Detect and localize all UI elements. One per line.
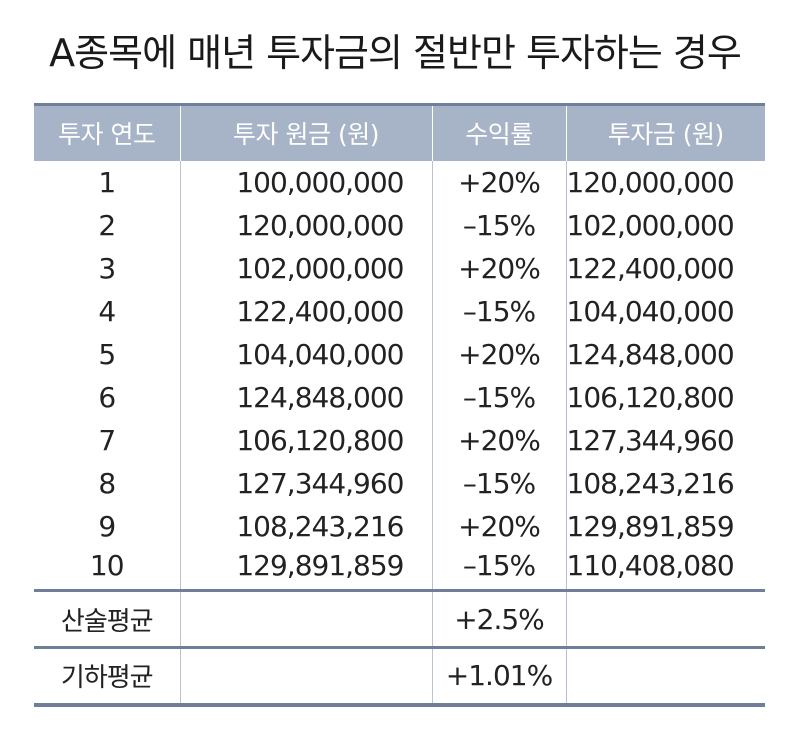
cell-year: 4 bbox=[98, 294, 116, 328]
cell-year: 7 bbox=[98, 423, 116, 457]
cell-rate: –15% bbox=[431, 461, 566, 505]
table-row: 10 129,891,859 –15% 110,408,080 bbox=[34, 547, 765, 591]
cell-rate: +20% bbox=[431, 160, 566, 204]
cell-principal: 106,120,800 bbox=[179, 418, 432, 462]
cell-principal: 108,243,216 bbox=[179, 504, 432, 548]
header-amount: 투자금 (원) bbox=[565, 103, 765, 161]
cell-amount: 122,400,000 bbox=[565, 246, 765, 290]
table-row: 3 102,000,000 +20% 122,400,000 bbox=[34, 246, 765, 290]
table-header-row: 투자 연도 투자 원금 (원) 수익률 투자금 (원) bbox=[34, 103, 765, 161]
cell-principal: 122,400,000 bbox=[179, 289, 432, 333]
summary-label: 산술평균 bbox=[34, 589, 180, 648]
cell-year: 2 bbox=[98, 208, 116, 242]
cell-rate: –15% bbox=[431, 375, 566, 419]
cell-amount: 120,000,000 bbox=[565, 160, 765, 204]
cell-year: 8 bbox=[98, 466, 116, 500]
cell-amount: 104,040,000 bbox=[565, 289, 765, 333]
cell-rate: +20% bbox=[431, 504, 566, 548]
cell-amount: 108,243,216 bbox=[565, 461, 765, 505]
cell-amount: 124,848,000 bbox=[565, 332, 765, 376]
table-row: 2 120,000,000 –15% 102,000,000 bbox=[34, 203, 765, 247]
header-year: 투자 연도 bbox=[34, 103, 180, 161]
summary-row-arithmetic: 산술평균 +2.5% bbox=[34, 589, 765, 648]
cell-rate: –15% bbox=[431, 547, 566, 591]
table-row: 8 127,344,960 –15% 108,243,216 bbox=[34, 461, 765, 505]
cell-amount: 106,120,800 bbox=[565, 375, 765, 419]
summary-rate: +2.5% bbox=[431, 589, 566, 648]
summary-empty-cell bbox=[565, 589, 765, 648]
cell-principal: 120,000,000 bbox=[179, 203, 432, 247]
cell-amount: 127,344,960 bbox=[565, 418, 765, 462]
cell-principal: 100,000,000 bbox=[179, 160, 432, 204]
cell-principal: 124,848,000 bbox=[179, 375, 432, 419]
table-row: 5 104,040,000 +20% 124,848,000 bbox=[34, 332, 765, 376]
summary-empty-cell bbox=[179, 589, 432, 648]
cell-rate: –15% bbox=[431, 289, 566, 333]
investment-table: 투자 연도 투자 원금 (원) 수익률 투자금 (원) 1 100,000,00… bbox=[34, 103, 765, 707]
table-row: 6 124,848,000 –15% 106,120,800 bbox=[34, 375, 765, 419]
cell-rate: +20% bbox=[431, 332, 566, 376]
cell-rate: +20% bbox=[431, 246, 566, 290]
cell-principal: 104,040,000 bbox=[179, 332, 432, 376]
table-row: 4 122,400,000 –15% 104,040,000 bbox=[34, 289, 765, 333]
header-rate: 수익률 bbox=[431, 103, 566, 161]
page-title: A종목에 매년 투자금의 절반만 투자하는 경우 bbox=[49, 31, 742, 75]
summary-empty-cell bbox=[565, 646, 765, 707]
cell-rate: +20% bbox=[431, 418, 566, 462]
summary-row-geometric: 기하평균 +1.01% bbox=[34, 646, 765, 707]
summary-empty-cell bbox=[179, 646, 432, 707]
cell-principal: 129,891,859 bbox=[179, 547, 432, 591]
cell-year: 5 bbox=[98, 337, 116, 371]
cell-rate: –15% bbox=[431, 203, 566, 247]
cell-amount: 110,408,080 bbox=[565, 547, 765, 591]
cell-amount: 102,000,000 bbox=[565, 203, 765, 247]
summary-rate: +1.01% bbox=[431, 646, 566, 707]
cell-principal: 102,000,000 bbox=[179, 246, 432, 290]
cell-year: 9 bbox=[98, 509, 116, 543]
table-row: 1 100,000,000 +20% 120,000,000 bbox=[34, 160, 765, 204]
table-row: 7 106,120,800 +20% 127,344,960 bbox=[34, 418, 765, 462]
header-principal: 투자 원금 (원) bbox=[179, 103, 432, 161]
cell-year: 3 bbox=[98, 251, 116, 285]
summary-label: 기하평균 bbox=[34, 646, 180, 707]
table-row: 9 108,243,216 +20% 129,891,859 bbox=[34, 504, 765, 548]
cell-amount: 129,891,859 bbox=[565, 504, 765, 548]
cell-principal: 127,344,960 bbox=[179, 461, 432, 505]
cell-year: 6 bbox=[98, 380, 116, 414]
cell-year: 1 bbox=[98, 165, 116, 199]
cell-year: 10 bbox=[89, 548, 125, 582]
